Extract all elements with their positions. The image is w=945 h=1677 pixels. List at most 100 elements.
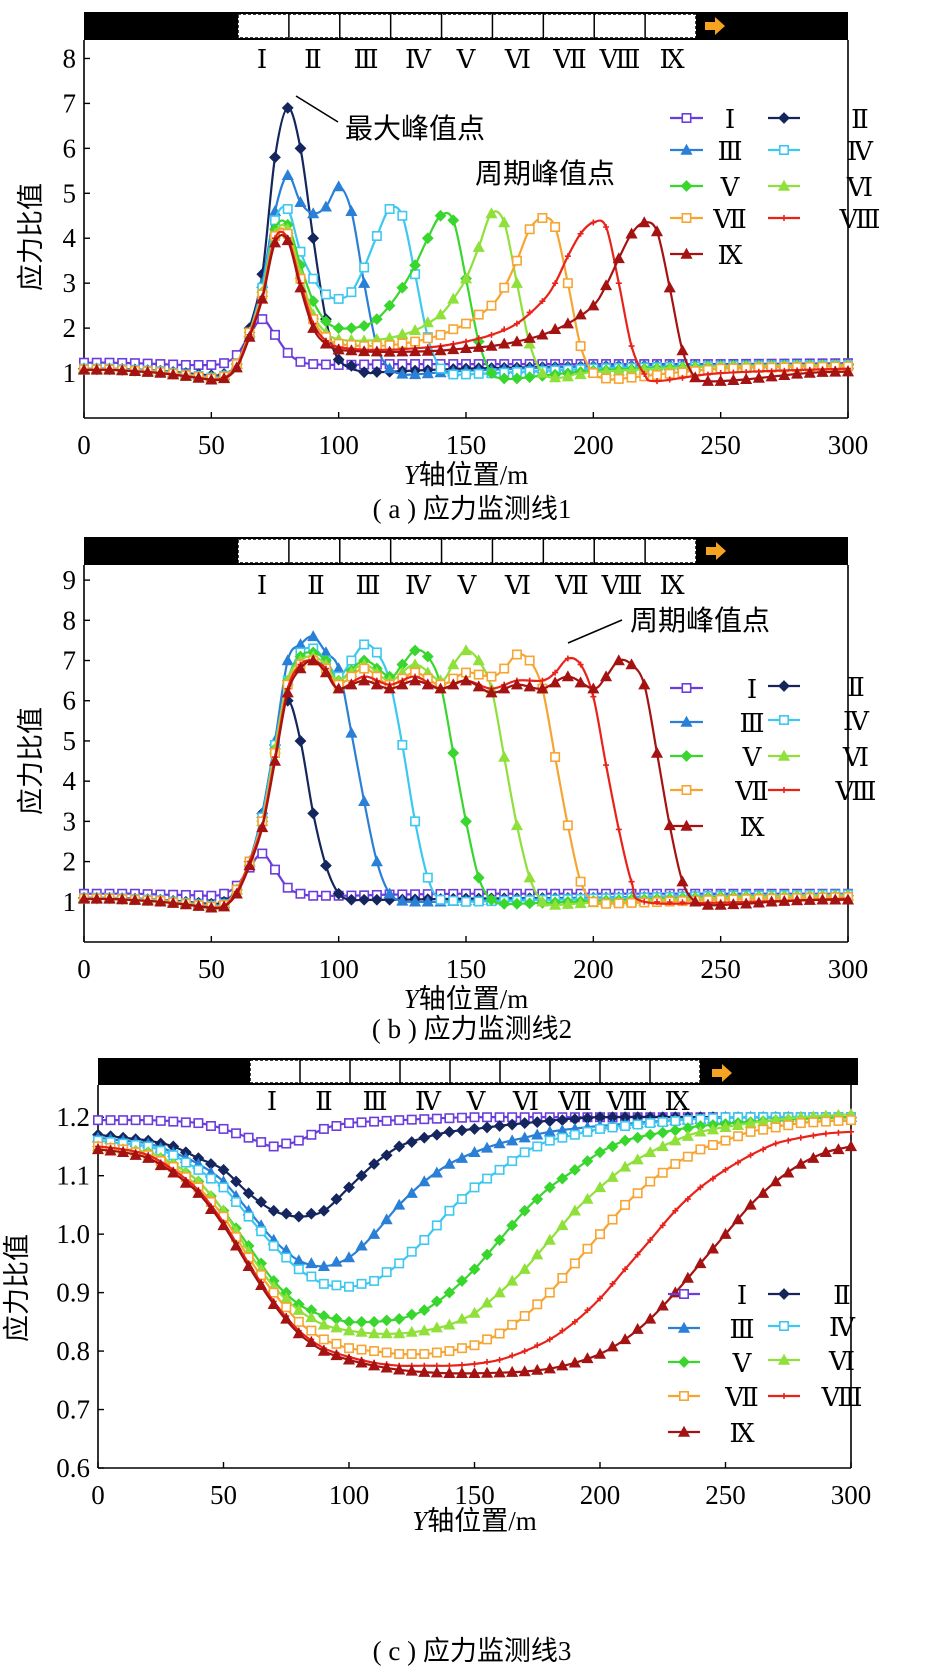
- marker-square: [282, 882, 293, 893]
- marker-diamond: [355, 1169, 368, 1182]
- marker-plus: [697, 1184, 704, 1191]
- marker-plus: [628, 343, 635, 350]
- marker-triangle: [587, 682, 600, 694]
- marker-triangle: [421, 895, 434, 907]
- marker-square: [381, 1115, 392, 1126]
- marker-square: [419, 1349, 430, 1360]
- marker-square: [397, 210, 408, 221]
- marker-square: [594, 1123, 605, 1134]
- marker-triangle: [281, 234, 294, 246]
- marker-square: [269, 329, 280, 340]
- marker-square: [473, 896, 484, 907]
- marker-triangle: [606, 1340, 619, 1352]
- marker-plus: [622, 1266, 629, 1273]
- marker-triangle: [421, 316, 434, 328]
- marker-square: [359, 262, 370, 273]
- marker-square: [180, 1157, 191, 1168]
- marker-plus: [458, 1361, 465, 1368]
- marker-triangle: [612, 252, 625, 264]
- marker-triangle: [625, 658, 638, 670]
- marker-triangle: [319, 337, 332, 349]
- marker-square: [607, 1122, 618, 1133]
- marker-triangle: [778, 369, 791, 381]
- marker-square: [758, 1124, 769, 1135]
- marker-triangle: [383, 887, 396, 899]
- y-tick-label: 4: [63, 223, 77, 253]
- marker-triangle: [740, 897, 753, 909]
- segment-label: Ⅶ: [554, 571, 589, 600]
- marker-diamond: [481, 1121, 493, 1134]
- y-tick-label: 1: [63, 358, 77, 388]
- x-tick-label: 50: [210, 1480, 237, 1510]
- marker-triangle: [676, 344, 689, 356]
- marker-triangle: [90, 892, 103, 904]
- marker-square: [613, 373, 624, 384]
- marker-square: [562, 278, 573, 289]
- marker-diamond: [531, 1193, 544, 1205]
- marker-triangle: [472, 654, 485, 666]
- marker-triangle: [77, 363, 91, 375]
- x-axis-label: Y轴位置/m: [404, 984, 529, 1014]
- marker-square: [318, 1278, 329, 1289]
- chart-panel-1: Ⅰ Ⅱ Ⅲ Ⅳ Ⅴ Ⅵ Ⅶ Ⅷ Ⅸ0 50 100 150 200 250 30012345678Y轴位置/…: [16, 12, 880, 524]
- marker-square: [620, 1199, 631, 1210]
- marker-triangle: [217, 1219, 230, 1231]
- legend-label-IX: Ⅸ: [729, 1419, 754, 1448]
- x-tick-label: 150: [446, 954, 487, 984]
- marker-diamond: [358, 366, 371, 379]
- segment-label: Ⅰ: [257, 571, 267, 600]
- marker-triangle: [281, 686, 294, 698]
- marker-triangle: [358, 276, 371, 288]
- marker-triangle: [317, 1344, 330, 1356]
- legend-label-IV: Ⅳ: [843, 707, 870, 736]
- marker-triangle: [485, 207, 498, 219]
- marker-square: [281, 1302, 292, 1313]
- marker-triangle: [606, 1170, 619, 1182]
- marker-triangle: [443, 1157, 456, 1169]
- marker-diamond: [669, 1124, 682, 1137]
- x-tick-label: 50: [198, 430, 225, 460]
- marker-square: [320, 289, 331, 300]
- x-axis-label-var: Y: [404, 984, 422, 1014]
- marker-triangle: [342, 1353, 356, 1365]
- marker-triangle: [568, 1204, 581, 1216]
- marker-triangle: [744, 1198, 757, 1210]
- marker-triangle: [752, 896, 765, 908]
- marker-triangle: [380, 1213, 393, 1225]
- marker-triangle: [791, 367, 804, 379]
- marker-square: [422, 872, 433, 883]
- y-tick-label: 0.6: [56, 1453, 90, 1483]
- marker-triangle: [650, 225, 664, 237]
- marker-diamond: [443, 1125, 456, 1138]
- marker-plus: [564, 253, 571, 260]
- marker-triangle: [116, 364, 129, 376]
- x-tick-label: 0: [91, 1480, 105, 1510]
- marker-square: [295, 356, 306, 367]
- marker-diamond: [493, 1120, 506, 1132]
- marker-triangle: [543, 1233, 556, 1245]
- y-tick-label: 7: [63, 646, 77, 676]
- marker-plus: [760, 1146, 767, 1153]
- marker-square: [626, 372, 637, 383]
- marker-plus: [584, 1307, 591, 1314]
- marker-plus: [571, 1318, 578, 1325]
- marker-diamond: [307, 232, 320, 245]
- marker-triangle: [680, 143, 693, 155]
- marker-triangle: [719, 1121, 732, 1133]
- marker-triangle: [443, 1318, 456, 1330]
- marker-plus: [781, 1393, 787, 1399]
- series-group: [91, 1108, 858, 1378]
- marker-square: [356, 1278, 367, 1289]
- marker-diamond: [332, 353, 345, 366]
- legend-label-VI: Ⅵ: [828, 1347, 855, 1376]
- panel-caption: ( c ) 应力监测线3: [373, 1636, 572, 1666]
- marker-diamond: [481, 1248, 493, 1261]
- marker-square: [460, 369, 471, 380]
- marker-square: [282, 347, 293, 358]
- marker-plus: [609, 1280, 616, 1287]
- marker-triangle: [332, 343, 345, 355]
- legend-label-II: Ⅱ: [851, 105, 869, 134]
- legend-label-IV: Ⅳ: [847, 137, 874, 166]
- segment-label: Ⅴ: [456, 45, 477, 74]
- series-markers-IX: [77, 216, 855, 386]
